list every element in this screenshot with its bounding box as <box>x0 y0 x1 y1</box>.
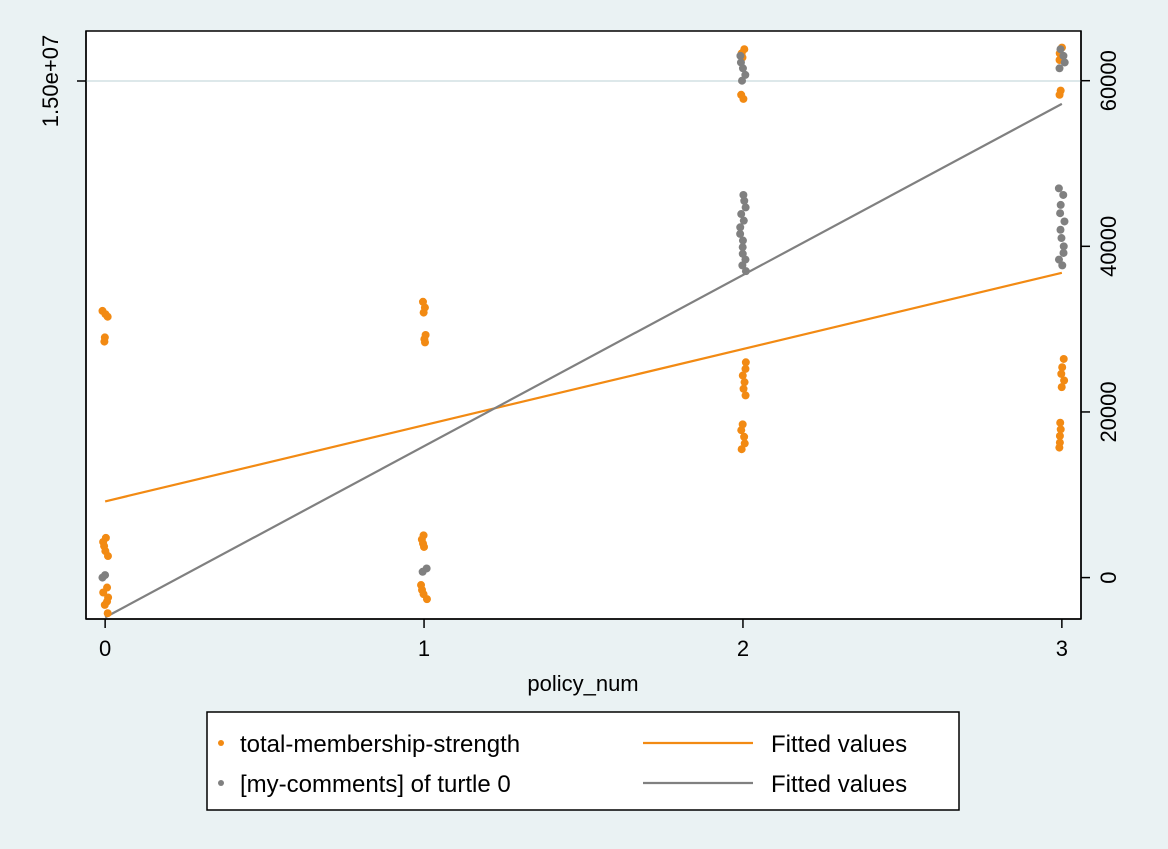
data-point-orange <box>740 432 749 441</box>
x-tick-label: 0 <box>99 636 111 661</box>
data-point-gray <box>738 236 747 245</box>
data-point-gray <box>1056 209 1065 218</box>
data-point-orange <box>1057 383 1066 392</box>
data-point-orange <box>738 371 747 380</box>
data-point-gray <box>422 564 431 573</box>
data-point-orange <box>1058 363 1067 372</box>
data-point-gray <box>737 210 746 219</box>
data-point-gray <box>1060 58 1069 67</box>
left-tick-label: 1.50e+07 <box>38 35 63 127</box>
x-tick-label: 3 <box>1056 636 1068 661</box>
data-point-gray <box>1056 225 1065 234</box>
data-point-orange <box>741 391 750 400</box>
x-axis-title: policy_num <box>527 671 638 696</box>
data-point-gray <box>741 70 750 79</box>
plot-area <box>85 30 1082 620</box>
data-point-gray <box>1057 234 1066 243</box>
marks-layer <box>98 43 1069 619</box>
data-point-orange <box>101 310 110 319</box>
data-point-gray <box>736 229 745 238</box>
data-point-orange <box>420 542 429 551</box>
right-tick-label: 60000 <box>1096 50 1121 111</box>
legend-label: [my-comments] of turtle 0 <box>240 771 511 798</box>
fitted-line-2 <box>104 271 1063 503</box>
data-point-gray <box>101 571 110 580</box>
data-point-gray <box>1060 217 1069 226</box>
data-point-orange <box>741 358 750 367</box>
data-point-orange <box>741 364 750 373</box>
data-point-orange <box>740 378 749 387</box>
right-tick-label: 0 <box>1096 571 1121 583</box>
data-point-gray <box>1055 64 1064 73</box>
data-point-orange <box>103 609 112 618</box>
data-point-gray <box>1059 242 1068 251</box>
data-point-gray <box>1059 248 1068 257</box>
data-point-orange <box>739 94 748 103</box>
data-point-orange <box>418 297 427 306</box>
data-point-gray <box>738 64 747 73</box>
x-tick-label: 1 <box>418 636 430 661</box>
data-point-orange <box>1055 443 1064 452</box>
data-point-orange <box>99 588 108 597</box>
data-point-orange <box>1059 354 1068 363</box>
data-point-gray <box>1056 45 1065 54</box>
data-point-orange <box>100 333 109 342</box>
data-point-orange <box>1056 425 1065 434</box>
data-point-orange <box>1055 431 1064 440</box>
data-point-gray <box>738 243 747 252</box>
data-point-gray <box>1059 51 1068 60</box>
data-point-gray <box>741 203 750 212</box>
data-point-orange <box>103 552 112 561</box>
data-point-gray <box>741 267 750 276</box>
data-point-orange <box>739 384 748 393</box>
data-point-gray <box>738 76 747 85</box>
data-point-orange <box>100 600 109 609</box>
data-point-gray <box>1059 190 1068 199</box>
data-point-orange <box>422 595 431 604</box>
data-point-orange <box>737 445 746 454</box>
legend: total-membership-strength Fitted values [m… <box>218 731 907 798</box>
legend-box <box>206 711 960 811</box>
data-point-gray <box>1058 261 1067 270</box>
data-point-orange <box>1055 90 1064 99</box>
axes-layer: 0 1 2 3 1.50e+07 0 20000 40000 60000 <box>38 35 1121 661</box>
x-tick-label: 2 <box>737 636 749 661</box>
right-tick-label: 20000 <box>1096 381 1121 442</box>
data-point-orange <box>1056 418 1065 427</box>
data-point-orange <box>1057 369 1066 378</box>
data-point-gray <box>736 51 745 60</box>
data-point-orange <box>737 426 746 435</box>
data-point-orange <box>421 338 430 347</box>
data-point-gray <box>738 261 747 270</box>
data-point-gray <box>1054 255 1063 264</box>
data-point-gray <box>739 216 748 225</box>
legend-label: total-membership-strength <box>240 731 520 758</box>
legend-marker-dot <box>218 740 224 746</box>
data-point-gray <box>1056 200 1065 209</box>
legend-label: Fitted values <box>771 771 907 798</box>
right-tick-label: 40000 <box>1096 216 1121 277</box>
legend-marker-dot <box>218 780 224 786</box>
legend-label: Fitted values <box>771 731 907 758</box>
data-point-orange <box>1060 376 1069 385</box>
fitted-line-3 <box>104 102 1063 619</box>
data-point-gray <box>736 223 745 232</box>
data-point-gray <box>740 196 749 205</box>
data-point-gray <box>1054 184 1063 193</box>
